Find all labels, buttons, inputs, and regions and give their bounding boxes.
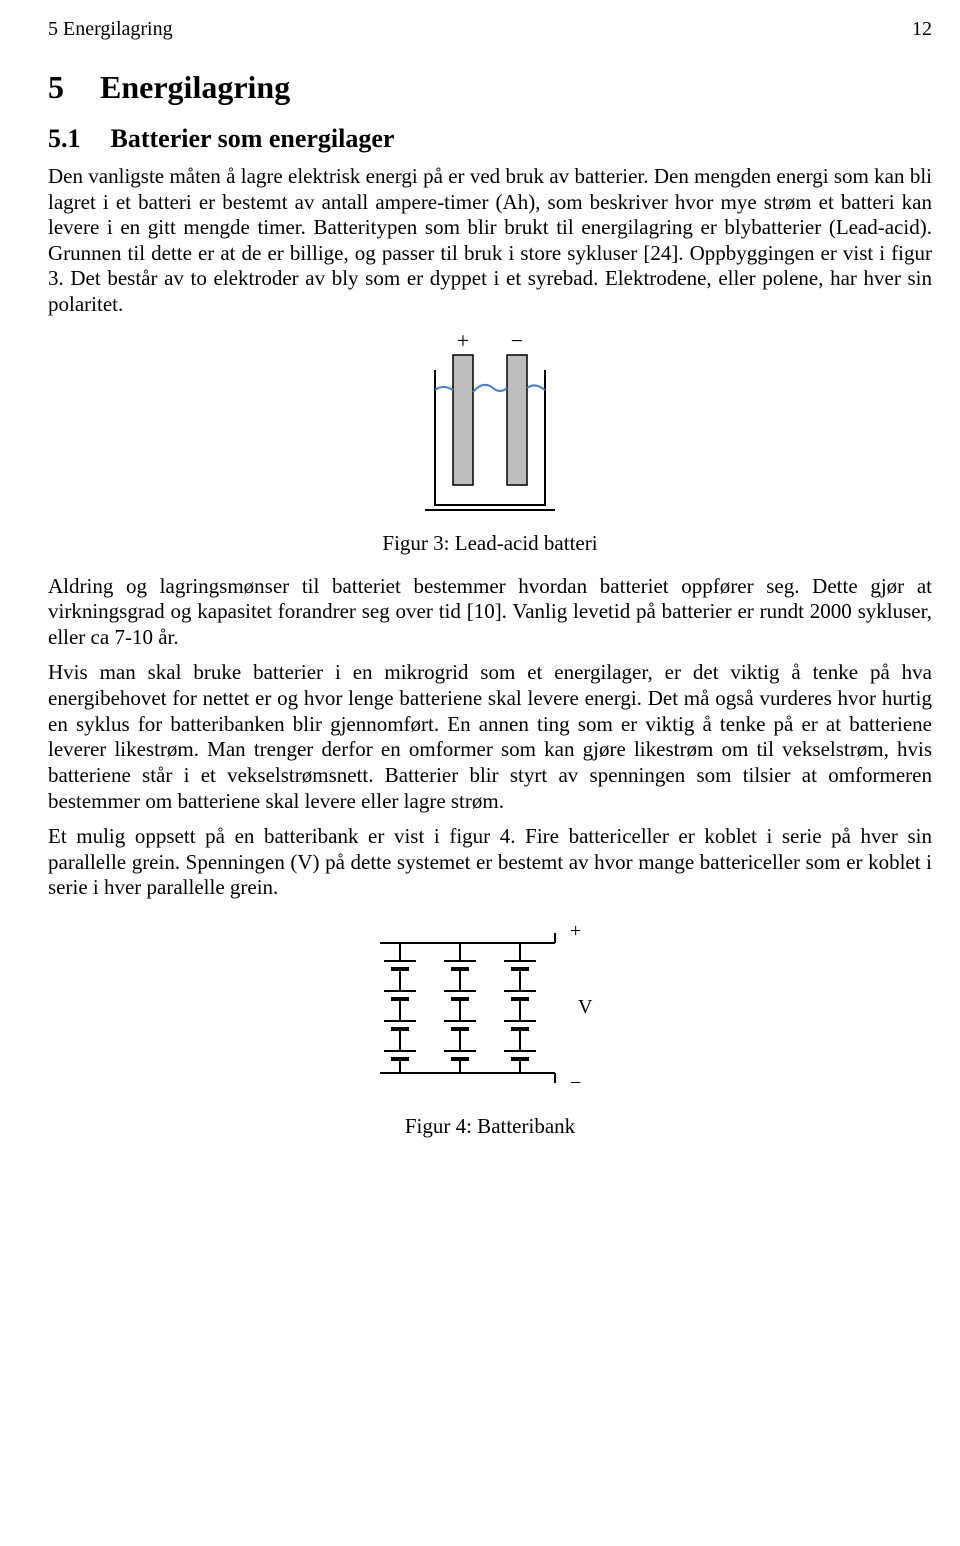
svg-text:+: +: [570, 920, 581, 942]
paragraph-3: Hvis man skal bruke batterier i en mikro…: [48, 660, 932, 814]
paragraph-2: Aldring og lagringsmønser til batteriet …: [48, 574, 932, 651]
running-head-left: 5 Energilagring: [48, 18, 173, 41]
section-title: Energilagring: [100, 69, 290, 105]
running-head-page-number: 12: [912, 18, 932, 41]
battery-bank-diagram: + − V: [340, 913, 640, 1103]
running-head: 5 Energilagring 12: [48, 18, 932, 41]
subsection-title: Batterier som energilager: [111, 124, 395, 153]
svg-text:+: +: [457, 330, 469, 353]
svg-text:−: −: [570, 1072, 581, 1094]
svg-text:−: −: [511, 330, 523, 353]
figure-3: + −: [48, 330, 932, 525]
subsection-heading: 5.1 Batterier som energilager: [48, 124, 932, 154]
subsection-number: 5.1: [48, 124, 104, 154]
figure-4-caption: Figur 4: Batteribank: [48, 1114, 932, 1139]
figure-4: + − V: [48, 913, 932, 1108]
paragraph-1: Den vanligste måten å lagre elektrisk en…: [48, 164, 932, 318]
figure-3-caption: Figur 3: Lead-acid batteri: [48, 531, 932, 556]
page: 5 Energilagring 12 5 Energilagring 5.1 B…: [0, 0, 960, 1546]
section-number: 5: [48, 69, 92, 106]
paragraph-4: Et mulig oppsett på en batteribank er vi…: [48, 824, 932, 901]
lead-acid-battery-diagram: + −: [405, 330, 575, 520]
section-heading: 5 Energilagring: [48, 69, 932, 106]
svg-text:V: V: [578, 996, 593, 1018]
